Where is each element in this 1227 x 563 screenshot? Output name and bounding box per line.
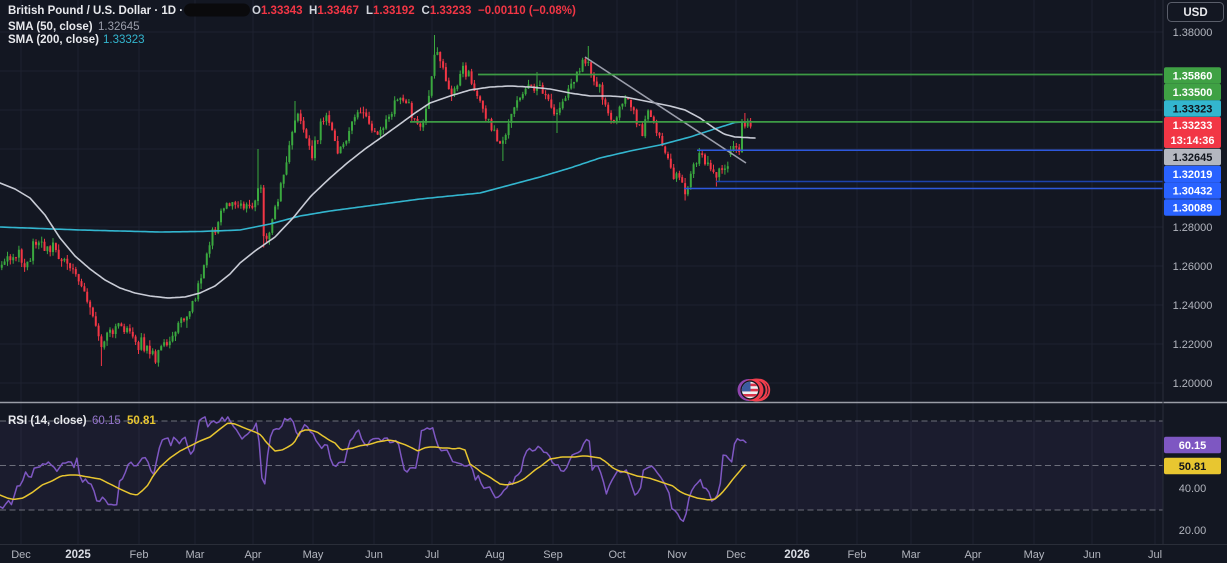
svg-text:Mar: Mar <box>902 549 921 561</box>
svg-text:Feb: Feb <box>848 549 867 561</box>
svg-text:RSI (14, close): RSI (14, close) <box>8 415 87 427</box>
svg-text:SMA (50, close): SMA (50, close) <box>8 21 93 33</box>
svg-text:13:14:36: 13:14:36 <box>1170 135 1214 147</box>
svg-text:1.32019: 1.32019 <box>1173 169 1213 181</box>
svg-text:Jul: Jul <box>425 549 439 561</box>
svg-text:1.38000: 1.38000 <box>1173 27 1213 39</box>
svg-text:1.24000: 1.24000 <box>1173 300 1213 312</box>
svg-text:USD: USD <box>1183 7 1207 19</box>
svg-text:Aug: Aug <box>485 549 505 561</box>
svg-text:20.00: 20.00 <box>1179 525 1207 537</box>
svg-text:May: May <box>1024 549 1045 561</box>
svg-text:Sep: Sep <box>543 549 563 561</box>
svg-text:−0.00110 (−0.08%): −0.00110 (−0.08%) <box>478 5 576 17</box>
svg-text:Oct: Oct <box>608 549 625 561</box>
svg-text:1.30089: 1.30089 <box>1173 202 1213 214</box>
svg-text:1.33323: 1.33323 <box>1173 103 1213 115</box>
svg-text:2025: 2025 <box>65 549 91 561</box>
svg-text:Apr: Apr <box>244 549 261 561</box>
svg-text:L1.33192: L1.33192 <box>366 5 415 17</box>
svg-text:60.15: 60.15 <box>92 415 121 427</box>
svg-text:C1.33233: C1.33233 <box>422 5 472 17</box>
svg-text:Dec: Dec <box>11 549 31 561</box>
svg-text:Dec: Dec <box>726 549 746 561</box>
svg-text:British Pound / U.S. Dollar ·: British Pound / U.S. Dollar · 1D · <box>8 5 183 17</box>
svg-text:Apr: Apr <box>964 549 981 561</box>
svg-text:1.35860: 1.35860 <box>1173 70 1213 82</box>
svg-text:40.00: 40.00 <box>1179 483 1207 495</box>
svg-text:1.22000: 1.22000 <box>1173 339 1213 351</box>
svg-text:1.33233: 1.33233 <box>1173 120 1213 132</box>
svg-text:1.30432: 1.30432 <box>1173 185 1213 197</box>
svg-text:50.81: 50.81 <box>1179 461 1207 473</box>
svg-text:1.28000: 1.28000 <box>1173 222 1213 234</box>
svg-text:1.32645: 1.32645 <box>98 21 140 33</box>
svg-text:1.33500: 1.33500 <box>1173 87 1213 99</box>
svg-text:H1.33467: H1.33467 <box>309 5 359 17</box>
svg-text:Jul: Jul <box>1148 549 1162 561</box>
svg-text:Jun: Jun <box>1083 549 1101 561</box>
svg-text:Feb: Feb <box>130 549 149 561</box>
svg-text:SMA (200, close): SMA (200, close) <box>8 34 99 46</box>
svg-text:2026: 2026 <box>784 549 810 561</box>
svg-text:50.81: 50.81 <box>127 415 156 427</box>
svg-text:1.20000: 1.20000 <box>1173 378 1213 390</box>
svg-text:1.33323: 1.33323 <box>103 34 145 46</box>
svg-text:1.32645: 1.32645 <box>1173 152 1213 164</box>
svg-text:60.15: 60.15 <box>1179 440 1207 452</box>
svg-text:May: May <box>303 549 324 561</box>
svg-text:O1.33343: O1.33343 <box>252 5 303 17</box>
svg-text:Mar: Mar <box>186 549 205 561</box>
svg-text:Jun: Jun <box>365 549 383 561</box>
svg-text:Nov: Nov <box>667 549 687 561</box>
svg-text:1.26000: 1.26000 <box>1173 261 1213 273</box>
